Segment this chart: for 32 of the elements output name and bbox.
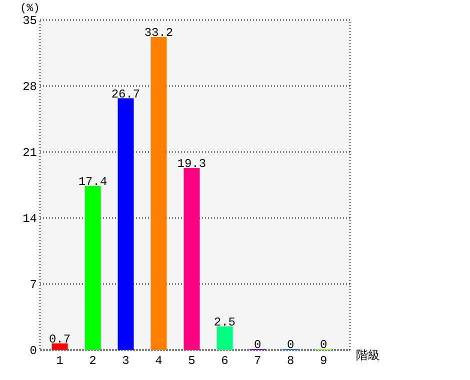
x-tick-label: 2 (89, 354, 96, 368)
data-label: 19.3 (177, 157, 206, 172)
data-label: 0 (320, 338, 328, 352)
y-tick-label: 21 (22, 146, 37, 160)
x-tick-label: 7 (254, 354, 262, 368)
bar (216, 326, 233, 350)
x-tick-label: 6 (221, 354, 228, 368)
data-label: 33.2 (144, 26, 174, 40)
y-axis-title: (%) (20, 3, 40, 15)
y-tick-label: 35 (22, 14, 37, 28)
bar (184, 168, 200, 350)
x-tick-label: 1 (56, 354, 64, 368)
bar (150, 36, 167, 350)
data-label: 26.7 (111, 87, 140, 102)
data-label: 2.5 (214, 315, 236, 330)
y-tick-label: 7 (30, 278, 37, 292)
x-tick-label: 5 (188, 354, 196, 368)
x-tick-label: 9 (320, 354, 328, 368)
x-axis-title: 階級 (356, 348, 380, 362)
bar (52, 343, 68, 350)
x-tick-label: 4 (155, 354, 162, 368)
data-label: 0 (287, 338, 294, 352)
y-tick-label: 14 (22, 212, 37, 226)
x-tick-label: 3 (122, 354, 130, 368)
data-label: 17.4 (78, 174, 108, 189)
data-label: 0.7 (48, 332, 71, 346)
data-label: 0 (254, 338, 262, 352)
x-tick-label: 8 (287, 354, 294, 368)
y-tick-label: 28 (22, 80, 37, 94)
bar (118, 98, 134, 350)
y-tick-label: 0 (30, 344, 37, 358)
bar (84, 186, 101, 350)
